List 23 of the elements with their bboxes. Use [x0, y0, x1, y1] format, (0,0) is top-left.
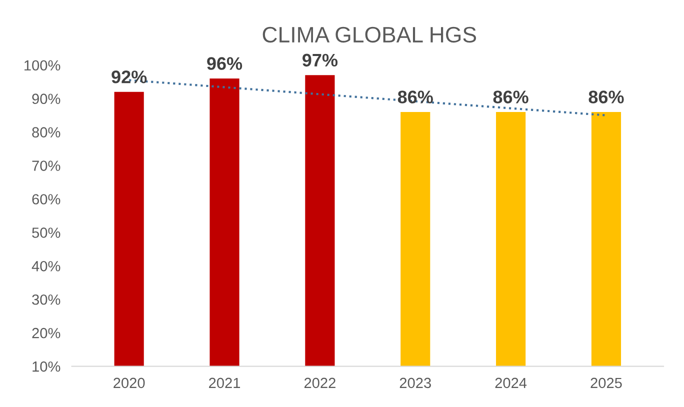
y-tick-label: 80% [32, 127, 60, 138]
chart-title: CLIMA GLOBAL HGS [262, 26, 476, 43]
x-tick-label: 2023 [400, 378, 431, 388]
data-label: 86% [493, 90, 528, 104]
data-label: 97% [302, 54, 338, 67]
y-tick-label: 60% [32, 194, 60, 204]
y-tick-label: 30% [32, 294, 60, 305]
y-tick-label: 10% [32, 361, 60, 372]
y-tick-label: 40% [32, 261, 60, 272]
y-tick-label: 90% [32, 94, 60, 104]
x-tick-label: 2024 [495, 378, 527, 388]
x-tick-label: 2021 [209, 378, 240, 388]
x-tick-label: 2020 [114, 378, 145, 388]
data-label: 96% [207, 57, 242, 70]
y-tick-label: 50% [32, 228, 60, 238]
data-label: 86% [588, 90, 624, 104]
x-tick-label: 2022 [304, 378, 336, 388]
data-label: 92% [112, 70, 147, 84]
y-tick-label: 20% [32, 328, 60, 338]
y-tick-label: 70% [32, 160, 60, 171]
x-tick-label: 2025 [590, 378, 622, 388]
data-label: 86% [398, 90, 433, 104]
y-tick-label: 100% [24, 60, 60, 71]
